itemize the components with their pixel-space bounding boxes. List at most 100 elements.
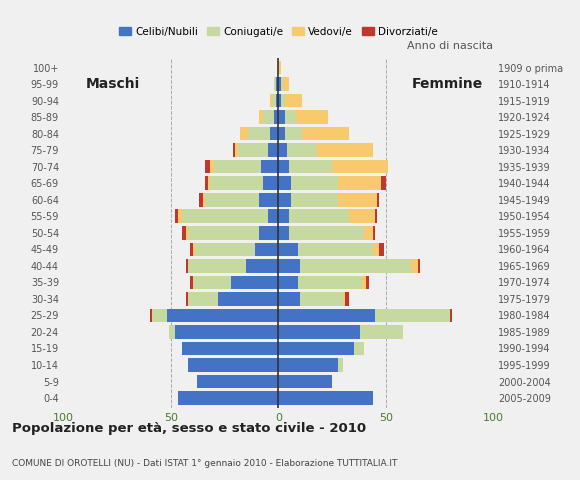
Bar: [231, 276, 278, 289]
Bar: [182, 209, 267, 223]
Bar: [267, 144, 278, 157]
Bar: [278, 276, 298, 289]
Bar: [188, 358, 278, 372]
Text: Maschi: Maschi: [85, 77, 140, 91]
Bar: [278, 309, 375, 322]
Bar: [418, 259, 420, 273]
Bar: [152, 309, 167, 322]
Bar: [235, 144, 238, 157]
Bar: [167, 309, 278, 322]
Bar: [353, 342, 364, 355]
Bar: [199, 193, 203, 206]
Bar: [278, 110, 285, 124]
Bar: [208, 177, 210, 190]
Bar: [214, 160, 261, 173]
Bar: [291, 177, 339, 190]
Bar: [278, 325, 360, 339]
Bar: [278, 342, 353, 355]
Bar: [263, 177, 278, 190]
Bar: [218, 292, 278, 306]
Legend: Celibi/Nubili, Coniugati/e, Vedovi/e, Divorziati/e: Celibi/Nubili, Coniugati/e, Vedovi/e, Di…: [115, 23, 442, 41]
Bar: [278, 61, 281, 74]
Bar: [274, 110, 278, 124]
Bar: [238, 144, 267, 157]
Bar: [203, 193, 205, 206]
Bar: [186, 226, 188, 240]
Bar: [193, 242, 195, 256]
Bar: [379, 242, 383, 256]
Bar: [367, 276, 368, 289]
Bar: [267, 209, 278, 223]
Bar: [261, 160, 278, 173]
Bar: [190, 242, 193, 256]
Bar: [276, 94, 278, 108]
Bar: [259, 226, 278, 240]
Bar: [289, 226, 364, 240]
Bar: [282, 77, 289, 91]
Bar: [375, 209, 377, 223]
Bar: [177, 391, 278, 405]
Bar: [188, 292, 218, 306]
Text: Popolazione per età, sesso e stato civile - 2010: Popolazione per età, sesso e stato civil…: [12, 422, 366, 435]
Bar: [289, 160, 332, 173]
Bar: [289, 209, 349, 223]
Bar: [364, 226, 373, 240]
Bar: [300, 259, 411, 273]
Bar: [278, 358, 339, 372]
Bar: [240, 127, 248, 141]
Bar: [298, 242, 373, 256]
Bar: [278, 193, 291, 206]
Bar: [287, 144, 317, 157]
Bar: [450, 309, 452, 322]
Bar: [278, 77, 281, 91]
Bar: [278, 144, 287, 157]
Bar: [382, 177, 386, 190]
Text: Femmine: Femmine: [411, 77, 483, 91]
Bar: [278, 226, 289, 240]
Bar: [349, 209, 375, 223]
Bar: [281, 94, 285, 108]
Bar: [285, 110, 296, 124]
Bar: [272, 94, 276, 108]
Bar: [193, 276, 231, 289]
Bar: [210, 177, 263, 190]
Bar: [278, 292, 300, 306]
Bar: [296, 110, 328, 124]
Bar: [278, 242, 298, 256]
Text: COMUNE DI OROTELLI (NU) - Dati ISTAT 1° gennaio 2010 - Elaborazione TUTTITALIA.I: COMUNE DI OROTELLI (NU) - Dati ISTAT 1° …: [12, 458, 397, 468]
Bar: [150, 309, 152, 322]
Bar: [197, 375, 278, 388]
Bar: [281, 77, 282, 91]
Bar: [278, 160, 289, 173]
Bar: [317, 144, 373, 157]
Bar: [339, 358, 343, 372]
Bar: [274, 77, 276, 91]
Bar: [411, 259, 418, 273]
Bar: [233, 144, 235, 157]
Bar: [298, 276, 362, 289]
Bar: [278, 209, 289, 223]
Bar: [278, 94, 281, 108]
Bar: [375, 309, 450, 322]
Bar: [278, 259, 300, 273]
Bar: [263, 110, 274, 124]
Bar: [373, 226, 375, 240]
Bar: [182, 226, 186, 240]
Bar: [259, 110, 263, 124]
Bar: [285, 127, 302, 141]
Bar: [205, 160, 210, 173]
Bar: [377, 193, 379, 206]
Bar: [210, 160, 214, 173]
Bar: [259, 193, 278, 206]
Bar: [255, 242, 278, 256]
Bar: [278, 391, 373, 405]
Bar: [291, 193, 339, 206]
Text: Anno di nascita: Anno di nascita: [407, 41, 493, 50]
Bar: [248, 127, 270, 141]
Bar: [195, 242, 255, 256]
Bar: [373, 242, 379, 256]
Bar: [190, 276, 193, 289]
Bar: [182, 342, 278, 355]
Bar: [278, 127, 285, 141]
Bar: [270, 94, 272, 108]
